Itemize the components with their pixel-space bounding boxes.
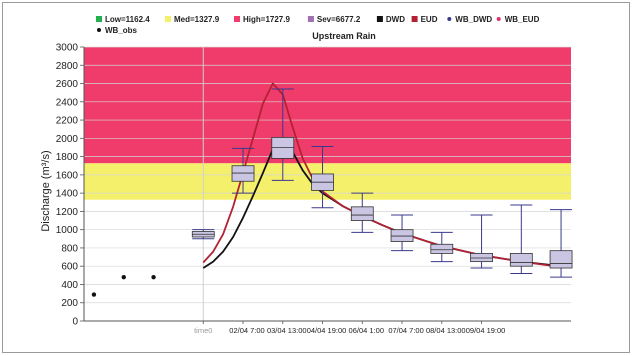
x-tick-label: 02/04 7:00 <box>229 326 264 335</box>
legend-label: DWD <box>386 15 405 24</box>
box-body <box>509 253 533 267</box>
x-tick-label: 06/04 1:00 <box>349 326 384 335</box>
box-body <box>350 206 374 221</box>
x-tick-label: 03/04 13:00 <box>267 326 307 335</box>
forecast-series <box>202 82 562 269</box>
box-plot <box>191 229 215 240</box>
legend-label: EUD <box>421 15 438 24</box>
legend-label: WB_EUD <box>505 15 540 24</box>
y-tick-label: 2200 <box>56 116 79 127</box>
y-axis-label: Discharge (m³/s) <box>40 150 52 231</box>
y-tick-label: 2000 <box>56 134 79 145</box>
axes: 0 200 400 600 800 1000 1200 1400 1600 1800 2000 220… <box>56 43 571 335</box>
y-tick-label: 400 <box>61 280 78 291</box>
box-plot <box>430 231 454 263</box>
legend-label: High=1727.9 <box>243 15 290 24</box>
y-tick-label: 1000 <box>56 225 79 236</box>
y-tick-label: 3000 <box>56 43 79 54</box>
y-tick-label: 0 <box>72 317 78 328</box>
x-tick-label: 07/04 7:00 <box>388 326 423 335</box>
box-plot <box>231 147 255 194</box>
box-body <box>470 253 493 263</box>
y-tick-label: 1400 <box>56 189 79 200</box>
legend-swatch <box>376 16 383 22</box>
box-plot <box>509 204 533 275</box>
observed-points <box>91 274 156 297</box>
legend-marker <box>447 17 452 21</box>
observed-point <box>91 292 97 297</box>
box-plot <box>271 88 295 181</box>
observed-point <box>151 274 156 280</box>
legend-label: Low=1162.4 <box>105 15 150 24</box>
y-tick-label: 2800 <box>56 61 79 72</box>
legend-item: WB_DWD <box>447 15 492 24</box>
chart-frame: Low=1162.4 Med=1327.9 High=1727.9 Sev=6677.… <box>2 2 630 353</box>
box-plot <box>470 214 493 269</box>
legend-swatch <box>96 16 102 22</box>
discharge-chart: Low=1162.4 Med=1327.9 High=1727.9 Sev=6677.… <box>40 15 573 335</box>
x-tick-label: 09/04 19:00 <box>466 326 506 335</box>
x-tick-label: 08/04 13:00 <box>426 326 466 335</box>
y-tick-label: 600 <box>61 262 78 273</box>
box-body <box>430 243 454 254</box>
legend-item: DWD <box>376 15 405 24</box>
x-tick-label: time0 <box>194 326 212 335</box>
legend-item: WB_EUD <box>496 15 540 24</box>
ensemble-boxes <box>191 88 573 278</box>
legend-item: Low=1162.4 <box>96 15 150 24</box>
legend: Low=1162.4 Med=1327.9 High=1727.9 Sev=6677.… <box>96 15 540 35</box>
legend-label: WB_obs <box>105 26 138 35</box>
legend-marker <box>97 28 101 32</box>
chart-subtitle: Upstream Rain <box>312 31 376 41</box>
y-tick-label: 800 <box>61 243 78 254</box>
y-tick-label: 1600 <box>56 170 79 181</box>
box-body <box>390 229 414 242</box>
box-plot <box>350 192 374 233</box>
legend-item: Sev=6677.2 <box>307 15 361 24</box>
y-tick-label: 2600 <box>56 79 79 90</box>
legend-swatch <box>411 16 418 22</box>
legend-marker <box>496 17 501 21</box>
threshold-bands <box>84 47 571 200</box>
y-tick-label: 1800 <box>56 152 79 163</box>
y-tick-label: 2400 <box>56 97 79 108</box>
x-tick-label: 04/04 19:00 <box>307 326 347 335</box>
legend-swatch <box>165 16 171 22</box>
series-line-eud <box>202 82 562 268</box>
legend-swatch <box>234 16 240 22</box>
legend-item: Med=1327.9 <box>165 15 220 24</box>
box-plot <box>311 146 334 209</box>
legend-label: WB_DWD <box>455 15 492 24</box>
observed-point <box>121 274 126 280</box>
box-plot <box>549 209 573 278</box>
legend-label: Med=1327.9 <box>174 15 220 24</box>
box-body <box>549 250 573 269</box>
y-tick-label: 200 <box>61 298 78 309</box>
legend-swatch <box>307 16 314 22</box>
band-high <box>84 47 571 164</box>
legend-item: EUD <box>411 15 438 24</box>
legend-label: Sev=6677.2 <box>317 15 361 24</box>
box-plot <box>390 214 414 252</box>
box-body <box>231 165 255 182</box>
box-body <box>271 137 295 159</box>
y-tick-label: 1200 <box>56 207 79 218</box>
legend-item: WB_obs <box>97 26 138 35</box>
legend-item: High=1727.9 <box>234 15 290 24</box>
